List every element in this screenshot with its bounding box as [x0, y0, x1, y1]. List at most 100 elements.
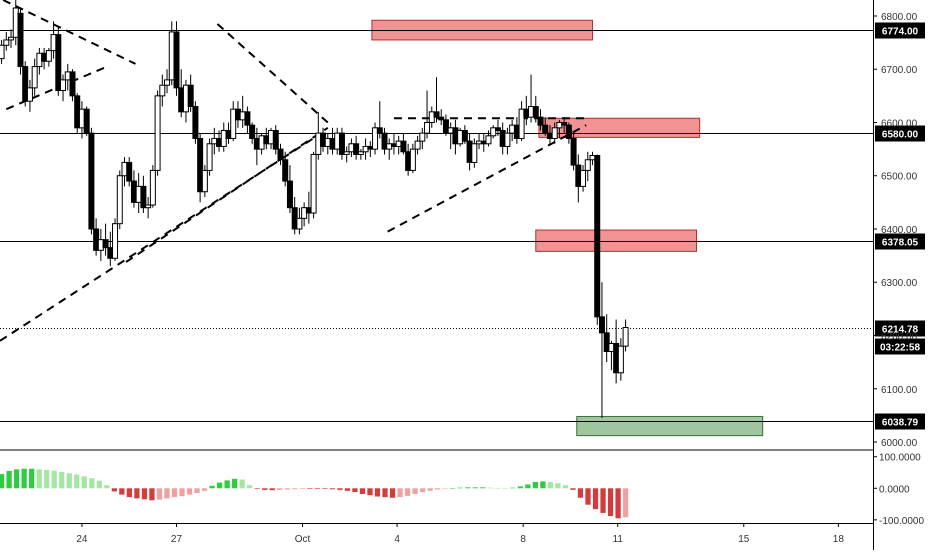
price-tick-label-5: 6300.00 [881, 278, 918, 289]
hist-bar-31 [232, 478, 238, 489]
hist-bar-8 [59, 471, 65, 489]
zone-resistance-1 [538, 117, 701, 138]
hist-bar-39 [292, 488, 298, 490]
candle-body-89 [419, 132, 426, 142]
hist-bar-33 [247, 485, 253, 489]
hist-bar-71 [532, 481, 539, 489]
hist-bar-50 [374, 488, 381, 497]
candle-body-30 [140, 185, 147, 209]
time-tick-label-1: 27 [171, 534, 183, 545]
hist-bar-58 [435, 488, 441, 490]
candle-body-60 [282, 159, 289, 182]
candle-body-110 [518, 108, 525, 139]
hist-bar-70 [525, 484, 531, 489]
candle-body-37 [173, 31, 180, 89]
hist-bar-9 [66, 473, 72, 489]
hist-bar-62 [465, 487, 471, 489]
hist-bar-0 [0, 474, 5, 489]
trendlines-layer [0, 0, 587, 342]
candle-body-120 [565, 124, 572, 139]
candle-body-13 [60, 79, 67, 92]
price-tick-label-3: 6500.00 [881, 172, 918, 183]
level-price-label-0: 6774.00 [882, 27, 919, 38]
hist-bar-32 [239, 479, 245, 489]
hist-bar-63 [472, 487, 478, 489]
candle-body-121 [570, 137, 577, 166]
hist-bar-23 [171, 488, 178, 498]
candle-body-58 [272, 129, 279, 150]
trend-line-3 [216, 23, 329, 124]
hist-bar-79 [592, 488, 599, 510]
hist-bar-54 [404, 488, 411, 496]
candle-body-52 [244, 111, 251, 126]
candle-body-10 [45, 50, 52, 62]
hist-bar-78 [585, 488, 591, 505]
indicator-tick-label-1: 0.0000 [879, 484, 910, 495]
candle-body-127 [598, 316, 605, 334]
hist-bar-44 [329, 488, 336, 490]
hist-bar-34 [254, 488, 260, 489]
hist-bar-72 [540, 481, 546, 489]
level-price-tag-1 [875, 125, 925, 142]
hist-bar-80 [600, 488, 606, 513]
level-price-label-1: 6580.00 [882, 130, 919, 141]
candle-body-105 [494, 127, 501, 131]
zone-support-3 [576, 415, 764, 437]
hist-bar-48 [359, 488, 366, 494]
candle-body-98 [461, 129, 468, 142]
trend-line-2 [0, 132, 323, 342]
indicator-histogram [0, 468, 629, 519]
candle-body-5 [22, 66, 29, 102]
hist-bar-41 [307, 488, 313, 489]
zones-layer [371, 19, 764, 437]
indicator-tick-label-2: -100.0000 [879, 516, 924, 527]
hist-bar-36 [269, 488, 275, 491]
hist-bar-75 [562, 485, 569, 489]
candle-body-94 [442, 119, 449, 134]
candle-body-114 [537, 116, 544, 126]
hist-bar-65 [487, 487, 493, 489]
hist-bar-52 [389, 488, 396, 498]
current-price-label: 6214.78 [882, 325, 919, 336]
candle-body-15 [69, 71, 76, 97]
indicator-tick-label-0: 100.0000 [879, 453, 921, 464]
price-tick-label-4: 6400.00 [881, 225, 918, 236]
trend-line-5 [387, 124, 587, 233]
level-price-tag-0 [875, 22, 925, 39]
candle-body-1 [3, 39, 10, 46]
candle-body-31 [145, 204, 152, 209]
candle-body-73 [343, 151, 350, 155]
candle-body-27 [126, 161, 133, 182]
candle-body-103 [485, 135, 492, 145]
hist-bar-55 [412, 488, 418, 494]
candle-body-34 [159, 84, 166, 97]
hist-bar-12 [89, 478, 95, 489]
hist-bar-43 [322, 488, 328, 489]
candle-body-41 [192, 106, 199, 139]
candle-body-0 [0, 44, 5, 60]
hist-bar-15 [111, 488, 117, 492]
candle-body-44 [206, 143, 213, 171]
hist-bar-57 [427, 488, 433, 491]
candle-body-128 [603, 332, 610, 352]
candle-body-81 [381, 132, 388, 150]
candle-body-85 [400, 140, 407, 153]
hist-bar-64 [480, 487, 486, 489]
candle-body-87 [409, 148, 416, 171]
candles-layer [0, 0, 629, 419]
candle-body-123 [580, 169, 587, 187]
hist-bar-3 [21, 468, 27, 489]
time-tick-label-6: 15 [738, 534, 750, 545]
hist-bar-37 [277, 488, 283, 490]
hist-bar-73 [547, 481, 554, 489]
hist-bar-26 [194, 488, 200, 494]
hist-bar-1 [6, 470, 12, 489]
candle-body-43 [201, 169, 208, 193]
hist-bar-83 [622, 488, 629, 518]
countdown-tag [875, 338, 925, 355]
trend-line-4 [125, 126, 329, 263]
hist-bar-29 [216, 482, 223, 489]
candle-body-7 [31, 66, 38, 89]
